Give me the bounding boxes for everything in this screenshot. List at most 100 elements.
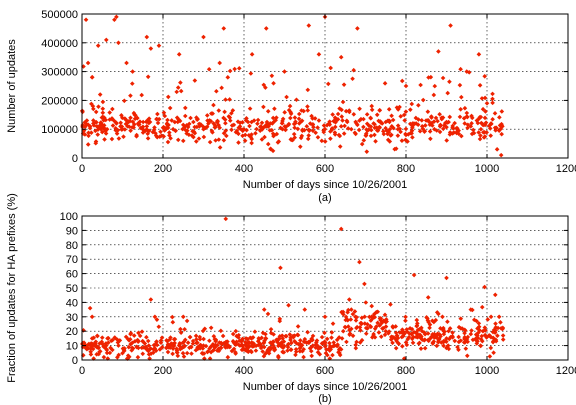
data-point [139, 92, 144, 98]
data-point [180, 138, 186, 144]
data-point [408, 107, 413, 112]
data-point [229, 127, 234, 133]
data-point [240, 343, 245, 349]
data-point [190, 128, 196, 134]
y-tick-label: 20 [66, 326, 78, 338]
data-point [342, 123, 347, 129]
data-point [106, 335, 111, 341]
data-point [358, 116, 364, 122]
data-point [490, 116, 495, 122]
data-point [346, 108, 352, 113]
data-point [153, 130, 158, 136]
data-point [432, 126, 437, 132]
data-point [493, 128, 498, 133]
data-point [100, 110, 106, 116]
data-point [217, 125, 222, 131]
data-point [116, 136, 122, 141]
data-point [440, 75, 446, 81]
data-point [428, 335, 433, 341]
data-point [240, 346, 246, 352]
y-tick-label: 60 [66, 269, 78, 281]
data-point [419, 334, 424, 339]
data-point [497, 115, 502, 120]
data-point [118, 120, 123, 126]
chart-b-xlabel: Number of days since 10/26/2001 [243, 381, 408, 393]
data-point [421, 338, 427, 343]
data-point [474, 118, 480, 123]
outlier-point [498, 152, 504, 158]
data-point [139, 329, 145, 334]
data-point [490, 335, 496, 341]
data-point [134, 344, 139, 350]
data-point [354, 325, 359, 331]
data-point [375, 309, 381, 315]
data-point [212, 345, 218, 350]
data-point [143, 128, 148, 134]
data-point [401, 331, 407, 337]
data-point [208, 349, 214, 355]
data-point [413, 121, 419, 126]
data-point [261, 344, 267, 350]
data-point [347, 332, 352, 338]
data-point [89, 101, 94, 107]
data-point [165, 94, 171, 100]
data-point [185, 124, 191, 130]
data-point [341, 312, 346, 317]
data-point [298, 344, 303, 350]
data-point [144, 346, 149, 352]
data-point [441, 343, 446, 348]
data-point [416, 117, 421, 122]
data-point [477, 83, 483, 88]
data-point [403, 314, 408, 320]
data-point [298, 338, 303, 343]
data-point [328, 347, 333, 352]
outlier-point [302, 307, 308, 312]
data-point [96, 104, 101, 109]
data-point [165, 125, 171, 131]
data-point [254, 126, 259, 132]
data-point [395, 335, 401, 341]
data-point [170, 346, 176, 351]
data-point [447, 130, 453, 135]
data-point [164, 344, 170, 350]
data-point [350, 76, 355, 82]
data-point [321, 128, 326, 133]
data-point [414, 323, 420, 329]
data-point [409, 128, 415, 133]
data-point [281, 339, 287, 344]
data-point [385, 131, 390, 137]
data-point [146, 352, 152, 357]
data-point [349, 326, 354, 332]
data-point [107, 117, 112, 122]
data-point [210, 130, 215, 135]
data-point [304, 124, 310, 129]
data-point [130, 119, 136, 125]
outlier-point [440, 314, 445, 320]
data-point [415, 122, 421, 127]
data-point [493, 325, 499, 330]
data-point [500, 337, 506, 342]
data-point [145, 338, 151, 344]
data-point [344, 339, 349, 345]
data-point [431, 339, 437, 344]
data-point [289, 340, 294, 346]
data-point [184, 318, 190, 324]
data-point [310, 116, 315, 121]
data-point [438, 122, 443, 128]
data-point [482, 73, 488, 79]
data-point [199, 350, 205, 356]
data-point [444, 336, 449, 341]
data-point [464, 336, 470, 342]
data-point [431, 119, 437, 124]
data-point [418, 82, 423, 88]
data-point [328, 344, 334, 350]
data-point [93, 109, 99, 115]
data-point [174, 115, 180, 120]
data-point [359, 337, 365, 343]
data-point [229, 110, 234, 116]
data-point [272, 106, 277, 112]
data-point [296, 341, 301, 347]
data-point [282, 110, 287, 115]
